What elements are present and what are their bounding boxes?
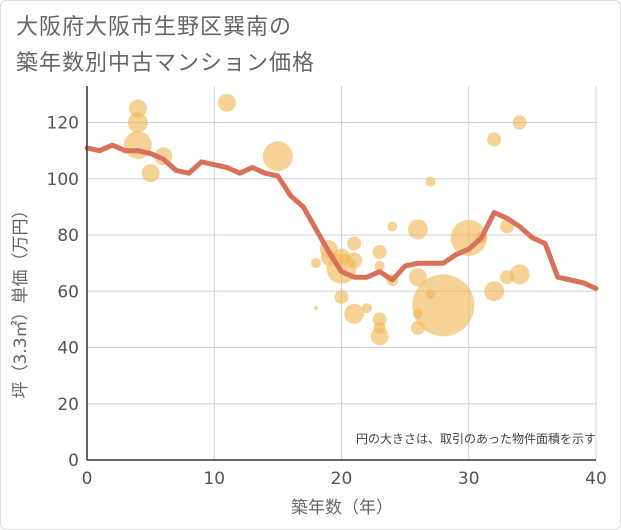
data-bubble bbox=[512, 115, 527, 130]
data-bubble bbox=[127, 112, 148, 133]
axes bbox=[86, 86, 596, 461]
bubble-size-note: 円の大きさは、取引のあった物件面積を示す bbox=[356, 431, 596, 446]
y-tick-label: 120 bbox=[47, 114, 79, 134]
data-bubble bbox=[412, 274, 475, 337]
data-bubble bbox=[407, 219, 428, 240]
x-tick-label: 20 bbox=[331, 469, 353, 489]
y-tick-label: 40 bbox=[57, 339, 79, 359]
data-bubble bbox=[372, 244, 387, 259]
x-tick-label: 10 bbox=[203, 469, 225, 489]
x-tick-label: 40 bbox=[585, 469, 607, 489]
chart-title-line1: 大阪府大阪市生野区巽南の bbox=[16, 15, 293, 40]
data-bubble bbox=[509, 264, 530, 285]
x-axis-label: 築年数（年） bbox=[291, 498, 393, 518]
y-tick-label: 100 bbox=[47, 170, 79, 190]
data-bubble bbox=[347, 236, 362, 251]
data-bubble bbox=[487, 132, 502, 147]
chart-title-line2: 築年数別中古マンション価格 bbox=[16, 51, 316, 76]
data-bubble bbox=[425, 176, 436, 187]
x-tick-labels: 0 10 20 30 40 bbox=[82, 469, 607, 489]
data-bubble bbox=[484, 281, 505, 302]
y-tick-label: 0 bbox=[68, 451, 79, 471]
data-bubble bbox=[346, 252, 363, 269]
data-bubble bbox=[344, 303, 365, 324]
data-bubble bbox=[262, 141, 293, 172]
y-tick-label: 20 bbox=[57, 395, 79, 415]
y-tick-label: 60 bbox=[57, 282, 79, 302]
price-trend-line bbox=[84, 142, 599, 291]
data-bubble bbox=[361, 303, 372, 314]
data-bubble bbox=[372, 312, 387, 327]
y-axis-label: 坪（3.3㎡）単価（万円） bbox=[11, 201, 31, 398]
data-bubble bbox=[217, 93, 236, 112]
y-tick-labels: 0 20 40 60 80 100 120 bbox=[47, 114, 79, 471]
data-bubble bbox=[408, 268, 427, 287]
data-bubble bbox=[334, 289, 349, 304]
data-bubble bbox=[370, 327, 389, 346]
data-bubble bbox=[141, 164, 160, 183]
data-bubble bbox=[128, 99, 147, 118]
data-bubble bbox=[374, 260, 385, 271]
y-tick-label: 80 bbox=[57, 226, 79, 246]
x-tick-label: 0 bbox=[82, 469, 93, 489]
x-tick-label: 30 bbox=[458, 469, 480, 489]
data-bubble bbox=[311, 258, 322, 269]
data-bubble bbox=[314, 306, 319, 311]
data-bubble bbox=[387, 221, 398, 232]
data-bubble bbox=[450, 219, 487, 256]
